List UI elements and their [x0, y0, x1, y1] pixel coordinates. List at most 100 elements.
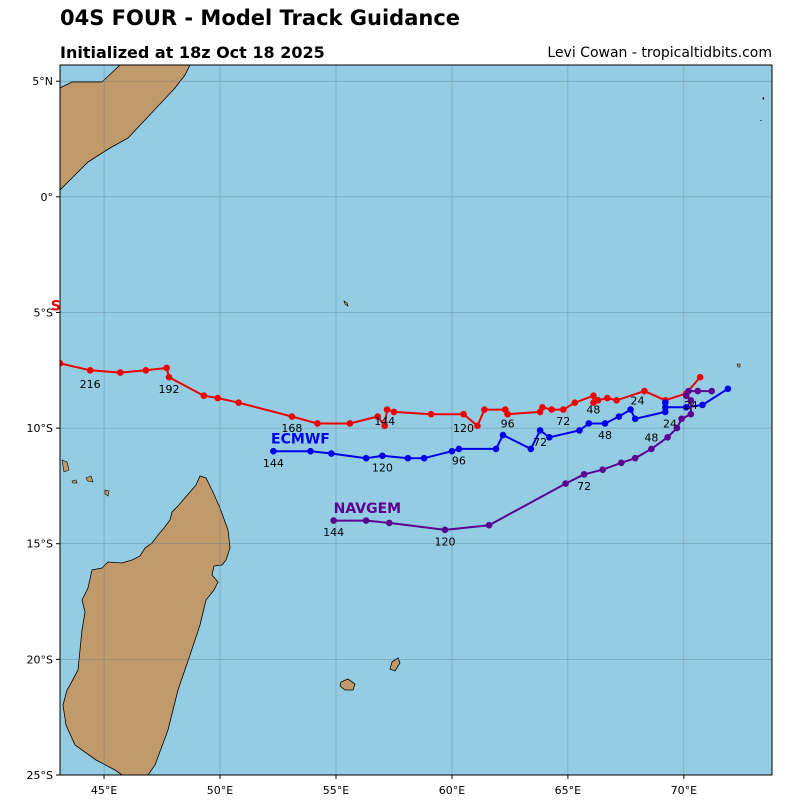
gfs-track-point — [346, 420, 354, 427]
lat-tick-label: 20°S — [27, 653, 53, 666]
gfs-hour-label: 168 — [281, 422, 302, 435]
gfs-track-point — [501, 406, 509, 413]
navgem-track-point — [562, 480, 569, 487]
lat-tick-label: 0° — [41, 191, 54, 204]
page-subtitle: Initialized at 18z Oct 18 2025 — [60, 43, 325, 62]
gfs-hour-label: 24 — [630, 394, 644, 407]
lat-tick-label: 10°S — [27, 422, 53, 435]
navgem-track-point — [648, 445, 655, 453]
ecmwf-hour-label: 72 — [533, 436, 547, 449]
ecmwf-track-point — [699, 401, 706, 409]
navgem-hour-label: 144 — [323, 526, 344, 539]
comoros-island — [71, 479, 78, 484]
ecmwf-track-point — [576, 427, 583, 434]
lat-tick-label: 15°S — [27, 538, 53, 551]
gfs-track-point — [604, 394, 611, 402]
navgem-track-point — [441, 526, 449, 534]
ecmwf-track-point — [527, 445, 535, 453]
ecmwf-track-point — [379, 452, 386, 460]
ecmwf-hour-label: 120 — [372, 461, 393, 474]
mayotte-island — [104, 489, 110, 497]
gfs-track-point — [390, 408, 398, 416]
lon-tick-label: 45°E — [91, 784, 117, 797]
gfs-track-point — [165, 373, 173, 381]
navgem-track-point — [687, 397, 695, 404]
navgem-track-point — [687, 410, 695, 418]
gfs-track-point — [481, 406, 488, 413]
gfs-hour-label: 192 — [159, 383, 180, 396]
islet — [343, 300, 349, 307]
navgem-hour-label: 48 — [644, 431, 658, 444]
ecmwf-track: 24 48 72 96 120 144 — [263, 385, 732, 474]
credit-text: Levi Cowan - tropicaltidbits.com — [547, 45, 772, 61]
ecmwf-track-point — [627, 406, 634, 413]
lon-tick-label: 70°E — [671, 784, 697, 797]
ecmwf-track-point — [448, 447, 456, 455]
africa-landmass — [60, 65, 191, 191]
reunion-island — [339, 678, 356, 691]
lon-tick-label: 50°E — [207, 784, 233, 797]
gfs-track-point — [613, 397, 620, 404]
navgem-track-point — [386, 519, 393, 527]
series-labels: ECMWF NAVGEM S — [51, 299, 401, 517]
axis-ticks: 45°E 50°E 55°E 60°E 65°E 70°E 5°N 0° 5°S 10°S 15°S… — [27, 75, 698, 797]
comoros-island — [85, 475, 94, 483]
ecmwf-hour-label: 48 — [598, 429, 612, 442]
gfs-track-point — [163, 364, 170, 372]
navgem-track-point — [617, 459, 625, 467]
gfs-hour-label: 120 — [453, 422, 474, 435]
gfs-track-point — [116, 369, 124, 376]
gfs-track-point — [641, 387, 648, 395]
ecmwf-track-point — [307, 447, 314, 455]
navgem-track-point — [694, 387, 702, 395]
gfs-hour-label: 144 — [374, 415, 395, 428]
navgem-track-point — [664, 434, 671, 441]
ecmwf-track-point — [662, 403, 669, 411]
gfs-hour-label: 96 — [501, 417, 515, 430]
navgem-track-point — [708, 387, 716, 395]
islet — [760, 120, 762, 121]
ecmwf-track-point — [270, 447, 277, 455]
navgem-hour-label: 120 — [434, 535, 455, 548]
ecmwf-hour-label: 24 — [663, 417, 677, 430]
gfs-track-point — [142, 366, 150, 374]
gfs-series-label: S — [51, 299, 61, 315]
gfs-track-point — [288, 413, 296, 420]
navgem-track-point — [580, 471, 588, 478]
ecmwf-track-point — [455, 445, 463, 453]
ecmwf-track-point — [492, 445, 500, 453]
model-tracks: 24 48 72 96 120 144 168 192 216 24 48 72 96 120 144 24 4… — [60, 360, 732, 548]
navgem-hour-label: 24 — [684, 399, 698, 412]
gfs-track-point — [590, 392, 597, 400]
ecmwf-hour-label: 144 — [263, 457, 284, 470]
gfs-track-point — [86, 366, 94, 374]
gfs-track-point — [60, 360, 64, 367]
gfs-track-point — [381, 422, 388, 430]
ecmwf-track-point — [499, 431, 507, 439]
ecmwf-track-point — [601, 420, 609, 427]
navgem-track-point — [485, 521, 493, 529]
mauritius-island — [389, 657, 401, 672]
navgem-series-label: NAVGEM — [334, 501, 401, 517]
gfs-track-point — [536, 408, 544, 416]
gfs-track-point — [427, 410, 435, 418]
ecmwf-track-point — [536, 427, 544, 434]
gfs-track-point — [214, 394, 222, 402]
gfs-track-point — [235, 399, 242, 406]
ecmwf-track-point — [662, 408, 669, 416]
navgem-track-point — [362, 517, 370, 524]
gfs-track-point — [383, 406, 391, 413]
ecmwf-track-point — [404, 454, 412, 462]
gfs-track-point — [200, 392, 208, 400]
ecmwf-track-point — [615, 413, 623, 420]
islet — [736, 363, 741, 368]
ecmwf-track-point — [631, 415, 639, 423]
lat-tick-label: 25°S — [27, 769, 53, 782]
ecmwf-track-point — [546, 434, 553, 441]
navgem-track-point — [330, 517, 337, 524]
gfs-track-point — [571, 399, 579, 406]
lat-tick-label: 5°N — [32, 75, 53, 88]
land-layer — [60, 65, 764, 775]
gfs-hour-label: 72 — [556, 415, 570, 428]
